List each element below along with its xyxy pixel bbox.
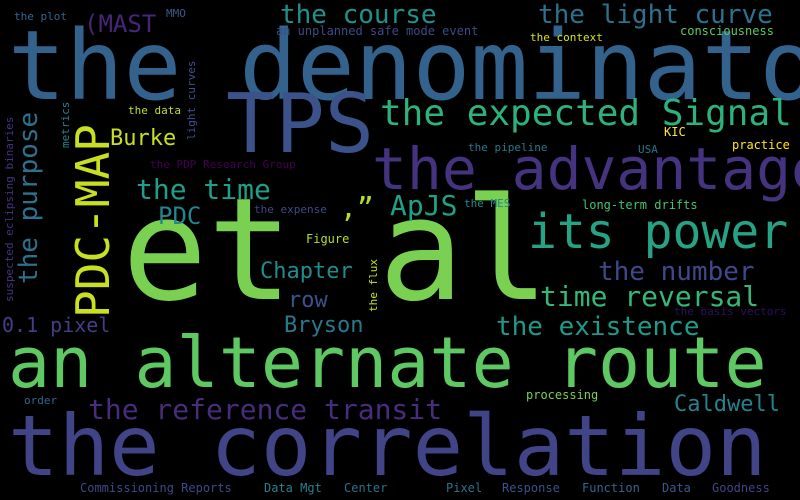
word-function: Function [582,481,640,495]
word-consciousness: consciousness [680,24,774,38]
word-et-al: et al [122,168,550,333]
word-the-data: the data [128,104,181,117]
word-the-denominator: the denominator [8,10,800,122]
word-goodness: Goodness [712,481,770,495]
word-pixel: Pixel [446,481,483,495]
word-comma-quote: ,” [340,191,374,224]
word-chapter: Chapter [260,259,353,284]
word-the-context: the context [530,31,603,44]
word-the-basis-vectors: the basis vectors [674,305,787,318]
word-the-reference-transit: the reference transit [88,393,443,426]
word-caldwell: Caldwell [674,392,780,417]
word-tps: TPS [226,77,375,172]
word-the-mes: the MES [464,197,511,210]
word-kic: KIC [664,125,686,139]
word-an-alternate-route: an alternate route [8,322,767,404]
word-the-flux: the flux [367,259,380,312]
word-the-plot: the plot [14,10,67,23]
word-usa: USA [638,143,658,156]
word-unplanned-safe-mode-event: an unplanned safe mode event [276,24,479,38]
word-the-purpose: the purpose [14,111,44,284]
word-the-course: the course [280,0,437,30]
word-pdp-research-group: the PDP Research Group [150,158,296,171]
word-the-expected-signal: the expected Signal [380,93,792,134]
word-mmo: MMO [166,7,186,20]
word-data-mgt: Data Mgt [264,481,322,495]
word-the-correlation: the correlation [8,397,767,495]
word-suspected-eclipsing-binaries: suspected eclipsing binaries [3,116,16,302]
word-practice: practice [732,138,790,152]
word-order: order [24,394,58,407]
word-bryson: Bryson [284,313,364,338]
word-data: Data [662,481,691,495]
word-its-power: its power [528,204,789,260]
word-mast: (MAST [84,10,157,38]
word-the-light-curve: the light curve [538,0,773,30]
word-processing: processing [526,388,599,402]
word-the-number: the number [598,257,755,287]
word-apjs: ApJS [390,189,458,222]
word-metrics: metrics [59,101,72,148]
word-the-advantage: the advantage [372,135,800,203]
word-row: row [288,288,328,313]
word-the-existence: the existence [496,312,700,342]
word-figure: Figure [306,232,350,246]
word-0-1-pixel: 0.1 pixel [2,313,111,337]
word-light-curves: light curves [185,60,198,140]
word-burke: Burke [110,126,177,151]
word-long-term-drifts: long-term drifts [582,198,698,212]
word-the-pipeline: the pipeline [468,141,548,154]
word-center: Center [344,481,388,495]
word-response: Response [502,481,560,495]
word-the-time: the time [136,173,271,206]
word-commissioning-reports: Commissioning Reports [80,481,232,495]
word-pdc-map: PDC-MAP [66,124,120,318]
word-time-reversal: time reversal [540,280,760,313]
word-pdc: PDC [158,202,202,230]
word-the-expense: the expense [254,203,327,216]
